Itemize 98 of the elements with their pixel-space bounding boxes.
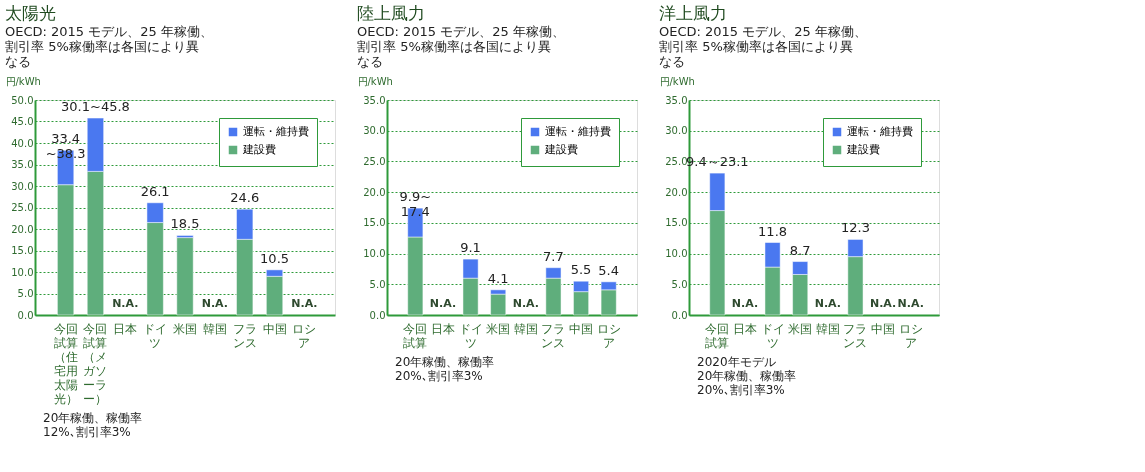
bar bbox=[176, 237, 194, 316]
y-tick-label: 5.0 bbox=[671, 278, 688, 290]
y-tick-label: 10.0 bbox=[665, 248, 688, 260]
text: 20年稼働、稼働率 bbox=[697, 369, 797, 383]
chart-title: 洋上風力 bbox=[659, 3, 727, 23]
x-tick-label: 米国 bbox=[486, 321, 511, 336]
x-tick-label: フランス bbox=[843, 321, 868, 350]
y-tick-label: 35.0 bbox=[11, 159, 34, 170]
bar bbox=[490, 293, 507, 316]
y-tick-label: 25.0 bbox=[363, 155, 386, 167]
y-tick-label: 25.0 bbox=[665, 155, 688, 167]
text: 2020年モデル bbox=[697, 355, 776, 369]
total-label: 30.1~45.8 bbox=[61, 99, 130, 115]
total-label: 18.5 bbox=[170, 216, 200, 232]
text: N.A. bbox=[731, 297, 759, 310]
x-tick-label: 今回試算 bbox=[403, 321, 428, 350]
text: N.A. bbox=[429, 297, 457, 310]
legend-label: 建設費 bbox=[544, 143, 578, 156]
x-tick-label: 中国 bbox=[262, 321, 287, 336]
y-tick-label: 35.0 bbox=[363, 94, 386, 106]
text: N.A. bbox=[112, 297, 139, 310]
y-tick-label: 10.0 bbox=[11, 266, 34, 278]
total-label: 5.4 bbox=[598, 262, 620, 278]
x-tick-label: 韓国 bbox=[202, 321, 227, 336]
y-tick-label: 10.0 bbox=[363, 248, 386, 260]
x-tick-label: 今回試算（メガソーラー） bbox=[83, 321, 108, 406]
chart-title: 陸上風力 bbox=[357, 3, 425, 23]
x-tick-label: フランス bbox=[541, 321, 566, 350]
x-tick-label: ロシア bbox=[898, 321, 923, 350]
y-tick-label: 50.0 bbox=[11, 94, 34, 106]
x-tick-label: 日本 bbox=[113, 321, 138, 336]
y-tick-label: 20.0 bbox=[11, 223, 34, 235]
text: 20年稼働、稼働率 bbox=[43, 411, 143, 425]
total-label: 24.6 bbox=[230, 190, 260, 206]
x-tick-label: 韓国 bbox=[513, 321, 538, 336]
total-label: 9.1 bbox=[460, 240, 481, 256]
total-label: 5.5 bbox=[570, 262, 592, 278]
x-tick-label: フランス bbox=[232, 321, 257, 350]
x-tick-label: ドイツ bbox=[458, 321, 483, 350]
x-tick-label: 中国 bbox=[871, 321, 896, 336]
text: N.A. bbox=[897, 297, 924, 310]
chart-subtitle: OECD: 2015 モデル、25 年稼働、割引率 5%稼働率は各国により異なる bbox=[5, 24, 213, 69]
x-tick-label: ロシア bbox=[292, 321, 317, 350]
x-tick-label: ロシア bbox=[596, 321, 621, 350]
chart-subtitle: OECD: 2015 モデル、25 年稼働、割引率 5%稼働率は各国により異なる bbox=[357, 24, 565, 69]
total-label: 7.7 bbox=[543, 248, 564, 264]
y-tick-label: 30.0 bbox=[363, 125, 386, 137]
y-tick-label: 20.0 bbox=[363, 186, 386, 198]
text: N.A. bbox=[512, 297, 539, 310]
y-tick-label: 20.0 bbox=[665, 186, 688, 198]
legend-label: 運転・維持費 bbox=[545, 125, 611, 138]
x-tick-label: 今回試算 bbox=[705, 321, 730, 350]
y-tick-label: 15.0 bbox=[363, 217, 386, 229]
x-tick-label: 米国 bbox=[173, 321, 197, 336]
x-tick-label: 韓国 bbox=[815, 321, 840, 336]
x-tick-label: ドイツ bbox=[143, 321, 168, 350]
legend-label: 建設費 bbox=[846, 143, 880, 156]
chart-subtitle: OECD: 2015 モデル、25 年稼働、割引率 5%稼働率は各国により異なる bbox=[659, 24, 867, 69]
y-tick-label: 15.0 bbox=[11, 245, 34, 256]
x-tick-label: ドイツ bbox=[760, 321, 785, 350]
x-tick-label: 米国 bbox=[788, 321, 813, 336]
total-label: 12.3 bbox=[840, 220, 870, 236]
text: N.A. bbox=[291, 297, 318, 310]
legend-label: 建設費 bbox=[242, 143, 276, 156]
y-tick-label: 45.0 bbox=[11, 116, 34, 127]
x-tick-label: 日本 bbox=[430, 321, 455, 336]
chart-title: 太陽光 bbox=[5, 3, 56, 23]
y-axis-title: 円/kWh bbox=[357, 75, 393, 87]
y-tick-label: 15.0 bbox=[665, 217, 688, 229]
text: 20%､割引率3% bbox=[697, 383, 785, 397]
legend-label: 運転・維持費 bbox=[847, 125, 913, 138]
x-tick-label: 中国 bbox=[569, 321, 594, 336]
total-label: 4.1 bbox=[487, 270, 509, 286]
y-tick-label: 30.0 bbox=[665, 125, 688, 137]
y-tick-label: 30.0 bbox=[11, 180, 34, 192]
total-label: 8.7 bbox=[789, 242, 811, 258]
text: 12%､割引率3% bbox=[43, 425, 131, 439]
y-tick-label: 5.0 bbox=[17, 288, 34, 299]
y-tick-label: 35.0 bbox=[665, 94, 688, 106]
y-tick-label: 0.0 bbox=[369, 309, 386, 321]
y-tick-label: 5.0 bbox=[369, 278, 386, 290]
text: N.A. bbox=[814, 297, 841, 310]
y-tick-label: 25.0 bbox=[11, 202, 34, 213]
y-axis-title: 円/kWh bbox=[659, 75, 695, 87]
y-tick-label: 0.0 bbox=[671, 309, 688, 321]
total-label: 11.8 bbox=[758, 223, 788, 239]
legend-label: 運転・維持費 bbox=[243, 125, 309, 138]
text: 20年稼働、稼働率 bbox=[395, 355, 495, 369]
x-tick-label: 今回試算（住宅用太陽光） bbox=[53, 321, 78, 406]
total-label: 10.5 bbox=[260, 250, 290, 266]
y-tick-label: 0.0 bbox=[17, 309, 34, 321]
y-tick-label: 40.0 bbox=[11, 137, 34, 149]
text: N.A. bbox=[201, 297, 228, 310]
total-label: 26.1 bbox=[140, 183, 170, 199]
text: 20%､割引率3% bbox=[395, 369, 483, 383]
y-axis-title: 円/kWh bbox=[5, 75, 41, 87]
text: N.A. bbox=[869, 297, 897, 310]
x-tick-label: 日本 bbox=[732, 321, 757, 336]
